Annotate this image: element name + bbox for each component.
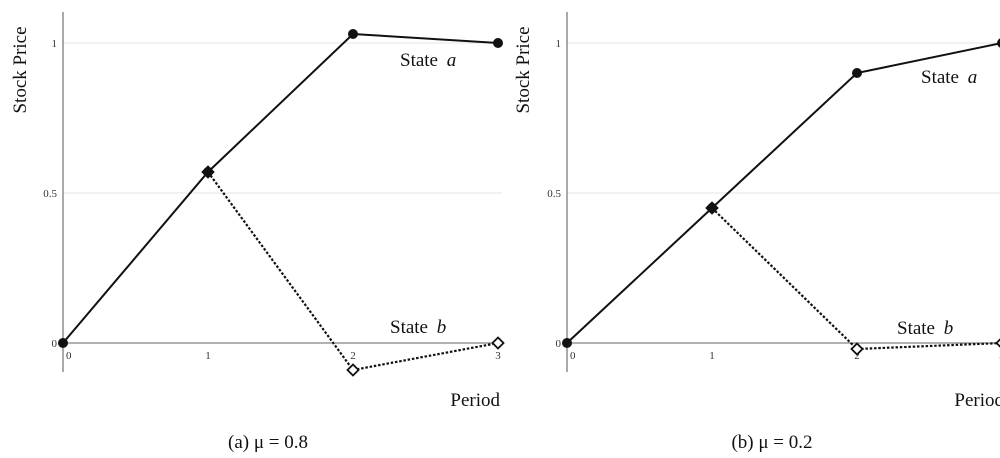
data-point-a: [203, 167, 213, 177]
x-tick-label: 0: [570, 350, 576, 362]
data-point-a: [997, 38, 1000, 48]
state-label-variable: a: [968, 67, 978, 88]
series-line-b: [207, 171, 499, 372]
series-line-a: [566, 42, 1000, 344]
series-line-a: [62, 32, 499, 344]
data-point-a: [707, 203, 717, 213]
y-tick-label: 0.5: [43, 188, 57, 200]
panel-caption: (b) μ = 0.2: [731, 432, 812, 453]
series-line-b: [711, 207, 1000, 351]
x-tick-label: 1: [205, 350, 211, 362]
x-tick-label: 0: [66, 350, 72, 362]
x-tick-label: 2: [854, 350, 860, 362]
y-axis-label: Stock Price: [513, 26, 534, 113]
x-tick-label: 2: [350, 350, 356, 362]
state-label-b: State b: [897, 318, 953, 339]
data-point-a: [562, 338, 572, 348]
state-label-variable: a: [447, 50, 457, 71]
y-tick-label: 0: [52, 338, 58, 350]
data-point-b: [491, 336, 505, 350]
state-label-text: State: [400, 50, 443, 71]
x-axis-label: Period: [954, 390, 1000, 411]
state-label-text: State: [897, 318, 940, 339]
data-point-a: [348, 29, 358, 39]
data-point-a: [58, 338, 68, 348]
state-label-text: State: [921, 67, 964, 88]
y-tick-label: 1: [52, 38, 58, 50]
state-label-a: State a: [921, 67, 977, 88]
state-label-variable: b: [944, 318, 954, 339]
x-axis-label: Period: [450, 390, 500, 411]
x-tick-label: 3: [495, 350, 501, 362]
y-tick-label: 1: [556, 38, 562, 50]
state-label-text: State: [390, 317, 433, 338]
y-tick-label: 0: [556, 338, 562, 350]
data-point-a: [852, 68, 862, 78]
x-tick-label: 1: [709, 350, 715, 362]
data-point-b: [346, 363, 360, 377]
data-point-b: [995, 338, 1000, 348]
panel-caption: (a) μ = 0.8: [228, 432, 308, 453]
state-label-variable: b: [437, 317, 447, 338]
y-tick-label: 0.5: [547, 188, 561, 200]
y-axis-label: Stock Price: [10, 26, 31, 113]
data-point-a: [493, 38, 503, 48]
state-label-a: State a: [400, 50, 456, 71]
state-label-b: State b: [390, 317, 446, 338]
data-point-b: [850, 342, 864, 356]
